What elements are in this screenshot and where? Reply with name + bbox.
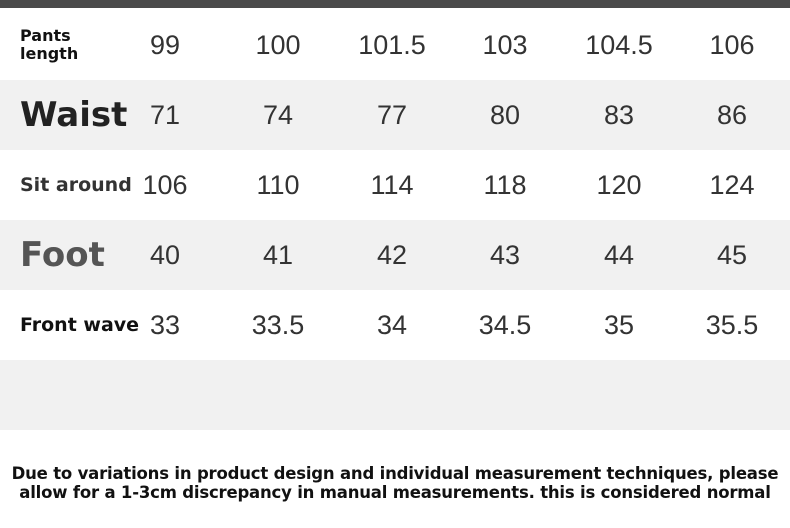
note-line: Due to variations in product design and …: [11, 464, 779, 483]
cell-value: 120: [596, 169, 642, 200]
table-row: Sit around 106 110 114 118 120 124: [0, 150, 790, 220]
cell-value: 83: [603, 99, 635, 130]
cell-value: 100: [255, 29, 301, 60]
cell-value: 41: [262, 239, 294, 270]
cell-value: 103: [482, 29, 528, 60]
cell-value: 114: [370, 169, 414, 200]
table-row: Front wave 33 33.5 34 34.5 35 35.5: [0, 290, 790, 360]
note-line: allow for a 1-3cm discrepancy in manual …: [19, 483, 771, 502]
row-label: Waist: [20, 95, 128, 135]
cell-value: 74: [262, 99, 294, 130]
row-label: Sit around: [20, 174, 132, 196]
cell-value: 106: [709, 29, 755, 60]
cell-value: 99: [149, 29, 181, 60]
cell-value: 71: [149, 99, 181, 130]
cell-value: 40: [149, 239, 181, 270]
cell-value: 33: [149, 309, 181, 340]
cell-value: 34.5: [478, 309, 532, 340]
empty-row: [0, 360, 790, 430]
table-row: Foot 40 41 42 43 44 45: [0, 220, 790, 290]
cell-value: 80: [489, 99, 521, 130]
cell-value: 110: [256, 169, 300, 200]
cell-value: 44: [603, 239, 635, 270]
row-label: Foot: [20, 235, 105, 275]
cell-value: 33.5: [251, 309, 305, 340]
cell-value: 104.5: [585, 29, 653, 60]
cell-value: 45: [716, 239, 748, 270]
row-label: Front wave: [20, 314, 140, 336]
row-label: Pants length: [20, 26, 79, 63]
cell-value: 77: [376, 99, 408, 130]
cell-value: 34: [376, 309, 408, 340]
cell-value: 43: [489, 239, 521, 270]
cell-value: 118: [483, 169, 527, 200]
cell-value: 35.5: [705, 309, 759, 340]
cell-value: 106: [142, 169, 188, 200]
cell-value: 124: [709, 169, 755, 200]
table-row: Pants length 99 100 101.5 103 104.5 106: [0, 10, 790, 80]
cell-value: 101.5: [358, 29, 426, 60]
cell-value: 35: [603, 309, 635, 340]
cell-value: 42: [376, 239, 408, 270]
cell-value: 86: [716, 99, 748, 130]
table-row: Waist 71 74 77 80 83 86: [0, 80, 790, 150]
top-bar: [0, 0, 790, 8]
